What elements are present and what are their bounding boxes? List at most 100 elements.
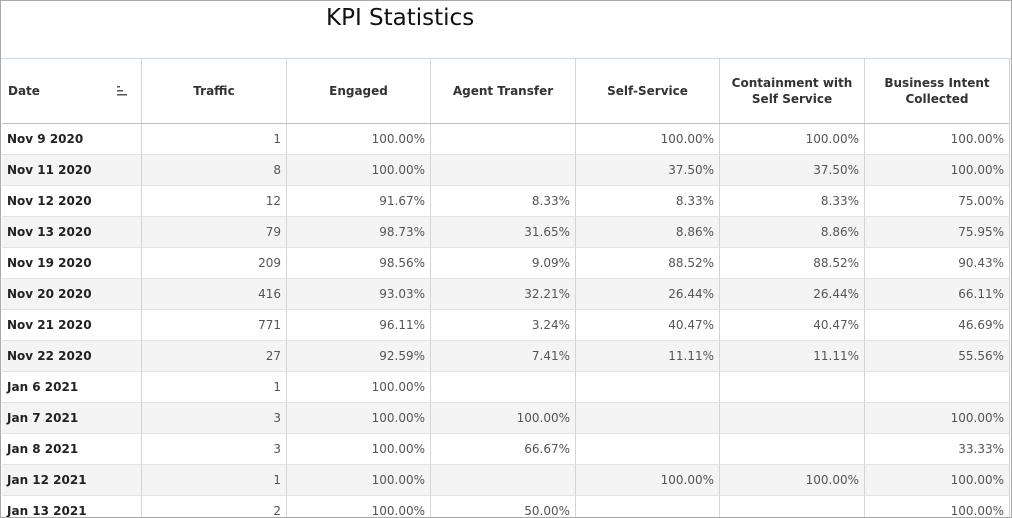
table-cell: 100.00% [287, 124, 431, 155]
table-cell [576, 403, 720, 434]
table-cell: 92.59% [287, 341, 431, 372]
table-cell: 9.09% [431, 248, 576, 279]
table-cell: 100.00% [720, 465, 865, 496]
row-date: Jan 8 2021 [2, 434, 142, 465]
row-date: Nov 20 2020 [2, 279, 142, 310]
table-cell: 75.95% [865, 217, 1010, 248]
title: KPI Statistics [326, 5, 475, 31]
table-cell: 100.00% [865, 496, 1010, 517]
column-header-text: Containment with Self Service [731, 76, 853, 106]
column-header[interactable]: Traffic [142, 59, 287, 124]
table-cell: 79 [142, 217, 287, 248]
column-header-text: Traffic [193, 84, 235, 98]
table-cell: 11.11% [720, 341, 865, 372]
row-date: Nov 22 2020 [2, 341, 142, 372]
table-cell: 96.11% [287, 310, 431, 341]
table-cell: 100.00% [865, 124, 1010, 155]
table-cell: 7.41% [431, 341, 576, 372]
table-cell: 55.56% [865, 341, 1010, 372]
row-date: Nov 21 2020 [2, 310, 142, 341]
column-header-text: Self-Service [607, 84, 688, 98]
table-cell: 100.00% [576, 465, 720, 496]
table-cell [576, 372, 720, 403]
table-cell: 26.44% [720, 279, 865, 310]
table-cell: 8.33% [576, 186, 720, 217]
table-cell [865, 372, 1010, 403]
table-cell: 31.65% [431, 217, 576, 248]
table-cell: 12 [142, 186, 287, 217]
table-cell: 93.03% [287, 279, 431, 310]
table-cell [720, 372, 865, 403]
table-cell: 66.67% [431, 434, 576, 465]
column-header[interactable]: Date [2, 59, 142, 124]
table-cell: 8.33% [720, 186, 865, 217]
table-cell [720, 434, 865, 465]
table-cell: 100.00% [287, 434, 431, 465]
row-date: Jan 7 2021 [2, 403, 142, 434]
table-cell: 26.44% [576, 279, 720, 310]
table-cell: 37.50% [720, 155, 865, 186]
table-cell: 98.73% [287, 217, 431, 248]
table-cell: 8 [142, 155, 287, 186]
row-date: Nov 11 2020 [2, 155, 142, 186]
table-cell: 75.00% [865, 186, 1010, 217]
table-cell: 416 [142, 279, 287, 310]
table-cell: 8.86% [720, 217, 865, 248]
row-date: Nov 19 2020 [2, 248, 142, 279]
table-cell: 3.24% [431, 310, 576, 341]
table-cell: 32.21% [431, 279, 576, 310]
table-cell: 100.00% [865, 403, 1010, 434]
table-cell: 66.11% [865, 279, 1010, 310]
column-header[interactable]: Business Intent Collected [865, 59, 1010, 124]
table-cell: 1 [142, 372, 287, 403]
table-cell: 46.69% [865, 310, 1010, 341]
column-header-text: Business Intent Collected [884, 76, 990, 106]
table-cell [720, 403, 865, 434]
table-cell: 100.00% [287, 155, 431, 186]
table-cell: 90.43% [865, 248, 1010, 279]
column-header-text: Agent Transfer [452, 84, 554, 98]
column-header[interactable]: Engaged [287, 59, 431, 124]
table-cell: 209 [142, 248, 287, 279]
table-cell [431, 372, 576, 403]
row-date: Nov 12 2020 [2, 186, 142, 217]
table-cell [576, 434, 720, 465]
table-cell: 27 [142, 341, 287, 372]
table-cell: 2 [142, 496, 287, 517]
sort-icon[interactable] [117, 86, 128, 96]
table-cell: 100.00% [865, 465, 1010, 496]
table-cell: 771 [142, 310, 287, 341]
table-cell: 100.00% [865, 155, 1010, 186]
column-header-text: Date [8, 84, 40, 98]
table-cell: 8.33% [431, 186, 576, 217]
table-cell: 1 [142, 124, 287, 155]
row-date: Jan 6 2021 [2, 372, 142, 403]
row-date: Nov 13 2020 [2, 217, 142, 248]
table-cell [431, 465, 576, 496]
column-header[interactable]: Self-Service [576, 59, 720, 124]
table-cell: 3 [142, 403, 287, 434]
title-bar: KPI Statistics [1, 1, 1011, 59]
table-cell: 50.00% [431, 496, 576, 517]
column-header-text: Engaged [329, 84, 388, 98]
table-cell [576, 496, 720, 517]
table-cell: 3 [142, 434, 287, 465]
table-cell: 11.11% [576, 341, 720, 372]
table-cell [431, 155, 576, 186]
table-cell: 33.33% [865, 434, 1010, 465]
table-cell: 88.52% [576, 248, 720, 279]
column-header[interactable]: Containment with Self Service [720, 59, 865, 124]
table-cell: 8.86% [576, 217, 720, 248]
table-cell: 100.00% [431, 403, 576, 434]
table-cell: 98.56% [287, 248, 431, 279]
row-date: Nov 9 2020 [2, 124, 142, 155]
table-cell: 1 [142, 465, 287, 496]
table-cell [431, 124, 576, 155]
row-date: Jan 13 2021 [2, 496, 142, 517]
table-cell: 100.00% [720, 124, 865, 155]
table-cell: 40.47% [720, 310, 865, 341]
table-cell [720, 496, 865, 517]
table-cell: 100.00% [287, 372, 431, 403]
column-header[interactable]: Agent Transfer [431, 59, 576, 124]
